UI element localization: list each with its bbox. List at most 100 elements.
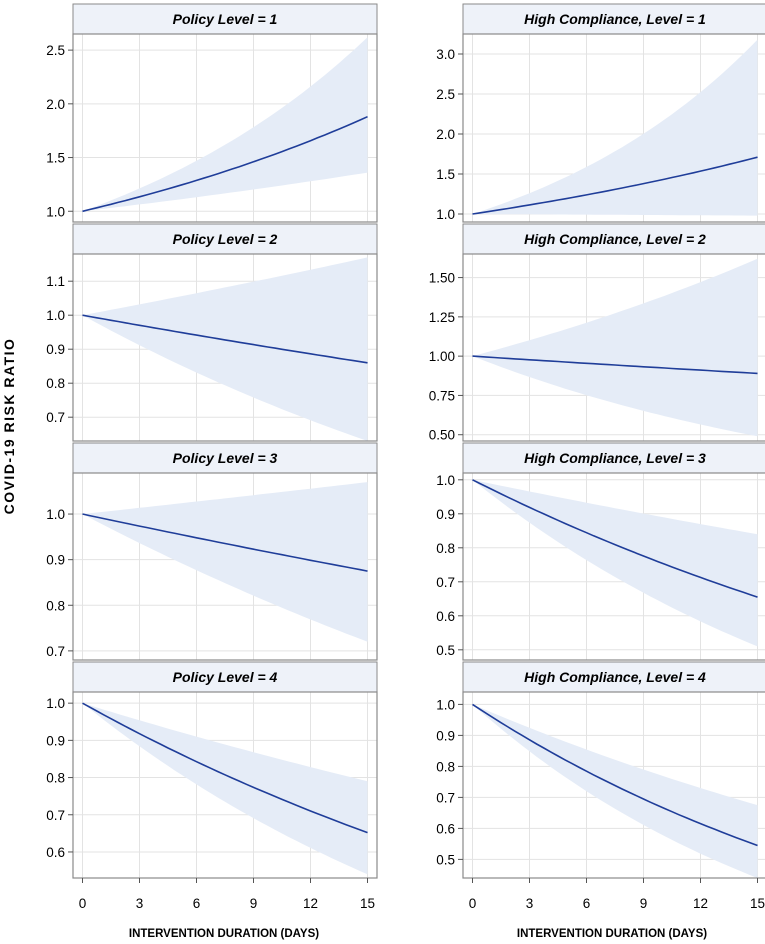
y-tick-label: 1.0	[46, 696, 65, 711]
panel-header	[462, 661, 765, 693]
y-tick-label: 0.7	[46, 644, 65, 659]
panel-header	[462, 442, 765, 474]
confidence-band	[82, 482, 368, 642]
y-tick-label: 3.0	[436, 47, 455, 62]
y-tick-label: 1.0	[436, 697, 455, 712]
y-tick-label: 0.7	[46, 410, 65, 425]
y-tick-label: 2.5	[436, 87, 455, 102]
y-tick-label: 1.50	[429, 271, 455, 286]
x-tick-label: 0	[469, 896, 477, 911]
y-tick-label: 0.5	[436, 852, 455, 867]
x-tick-label: 15	[750, 896, 765, 911]
confidence-band	[82, 703, 368, 875]
plot-frame	[462, 253, 765, 442]
panel-header	[72, 442, 378, 474]
y-axis-label: COVID-19 RISK RATIO	[1, 338, 17, 515]
x-axis-label-left: INTERVENTION DURATION (DAYS)	[129, 928, 319, 940]
confidence-band	[472, 479, 758, 647]
y-tick-label: 2.0	[46, 97, 65, 112]
plot-frame	[462, 691, 765, 879]
confidence-band	[472, 258, 758, 437]
x-tick-label: 15	[360, 896, 375, 911]
y-tick-label: 0.6	[46, 845, 65, 860]
confidence-band	[82, 257, 368, 441]
panel-header	[72, 661, 378, 693]
risk-ratio-line	[472, 703, 758, 847]
panel-title: Policy Level = 3	[173, 450, 278, 466]
y-tick-label: 0.50	[429, 428, 455, 443]
y-tick-label: 1.0	[436, 473, 455, 488]
x-tick-label: 6	[583, 896, 591, 911]
y-tick-label: 1.0	[46, 507, 65, 522]
panel-6: High Compliance, Level = 3 0.5 0.6 0.7 0.8 0.…	[436, 442, 765, 661]
y-tick-label: 1.0	[46, 308, 65, 323]
risk-ratio-line	[82, 702, 368, 834]
y-tick-label: 0.6	[436, 609, 455, 624]
x-tick-label: 3	[526, 896, 534, 911]
panel-title: Policy Level = 1	[173, 11, 278, 27]
y-tick-label: 0.8	[46, 376, 65, 391]
x-tick-label: 6	[193, 896, 201, 911]
panel-title: High Compliance, Level = 3	[524, 450, 706, 466]
y-tick-label: 0.6	[436, 821, 455, 836]
confidence-band	[472, 39, 758, 216]
panel-7: Policy Level = 4 0.6 0.7 0.8 0.9 1.0 0 3 6 9 12 15	[46, 661, 378, 911]
panel-title: High Compliance, Level = 4	[524, 669, 706, 685]
panel-8: High Compliance, Level = 4 0.5 0.6 0.7 0.8 0.…	[436, 661, 765, 911]
risk-ratio-line	[82, 513, 368, 572]
risk-ratio-line	[472, 355, 758, 375]
x-tick-label: 12	[303, 896, 318, 911]
plot-frame	[462, 472, 765, 661]
plot-frame	[72, 253, 378, 442]
y-tick-label: 1.00	[429, 349, 455, 364]
y-tick-label: 0.7	[436, 790, 455, 805]
y-tick-label: 1.25	[429, 310, 455, 325]
panel-2: High Compliance, Level = 1 1.0 1.5 2.0 2.5 3.…	[436, 3, 765, 223]
x-tick-label: 0	[79, 896, 87, 911]
risk-ratio-line	[472, 156, 758, 215]
risk-ratio-line	[82, 314, 368, 364]
y-tick-label: 0.75	[429, 388, 455, 403]
y-tick-label: 2.5	[46, 43, 65, 58]
panel-header	[72, 3, 378, 35]
plot-frame	[72, 472, 378, 661]
panel-1: Policy Level = 1 1.0 1.5 2.0 2.5	[46, 3, 378, 223]
plot-frame	[72, 691, 378, 879]
x-axis-label-right: INTERVENTION DURATION (DAYS)	[517, 928, 707, 940]
y-tick-label: 0.7	[46, 808, 65, 823]
y-tick-label: 1.0	[46, 204, 65, 219]
panel-4: High Compliance, Level = 2 0.50 0.75 1.00 1.…	[429, 223, 765, 443]
y-tick-label: 0.9	[436, 728, 455, 743]
confidence-band	[82, 37, 368, 212]
risk-ratio-line	[82, 115, 368, 213]
y-tick-label: 0.8	[46, 598, 65, 613]
plot-frame	[72, 33, 378, 223]
y-tick-label: 0.8	[46, 771, 65, 786]
y-tick-label: 0.7	[436, 575, 455, 590]
y-tick-label: 0.9	[46, 342, 65, 357]
y-tick-label: 0.8	[436, 759, 455, 774]
panel-header	[462, 223, 765, 255]
x-tick-label: 3	[136, 896, 144, 911]
panel-header	[72, 223, 378, 255]
y-tick-label: 0.9	[46, 733, 65, 748]
x-tick-label: 12	[693, 896, 708, 911]
plot-frame	[462, 33, 765, 223]
x-tick-label: 9	[640, 896, 648, 911]
y-tick-label: 0.8	[436, 541, 455, 556]
y-tick-label: 0.5	[436, 643, 455, 658]
y-tick-label: 1.5	[436, 167, 455, 182]
y-tick-label: 0.9	[46, 553, 65, 568]
panel-3: Policy Level = 2 0.7 0.8 0.9 1.0 1.1	[46, 223, 378, 442]
risk-ratio-line	[472, 479, 758, 598]
panel-title: High Compliance, Level = 2	[524, 231, 706, 247]
panel-title: Policy Level = 2	[173, 231, 278, 247]
y-tick-label: 0.9	[436, 507, 455, 522]
y-tick-label: 1.5	[46, 151, 65, 166]
panel-title: High Compliance, Level = 1	[524, 11, 706, 27]
y-tick-label: 1.0	[436, 207, 455, 222]
panel-title: Policy Level = 4	[173, 669, 278, 685]
y-tick-label: 2.0	[436, 127, 455, 142]
y-tick-label: 1.1	[46, 274, 65, 289]
